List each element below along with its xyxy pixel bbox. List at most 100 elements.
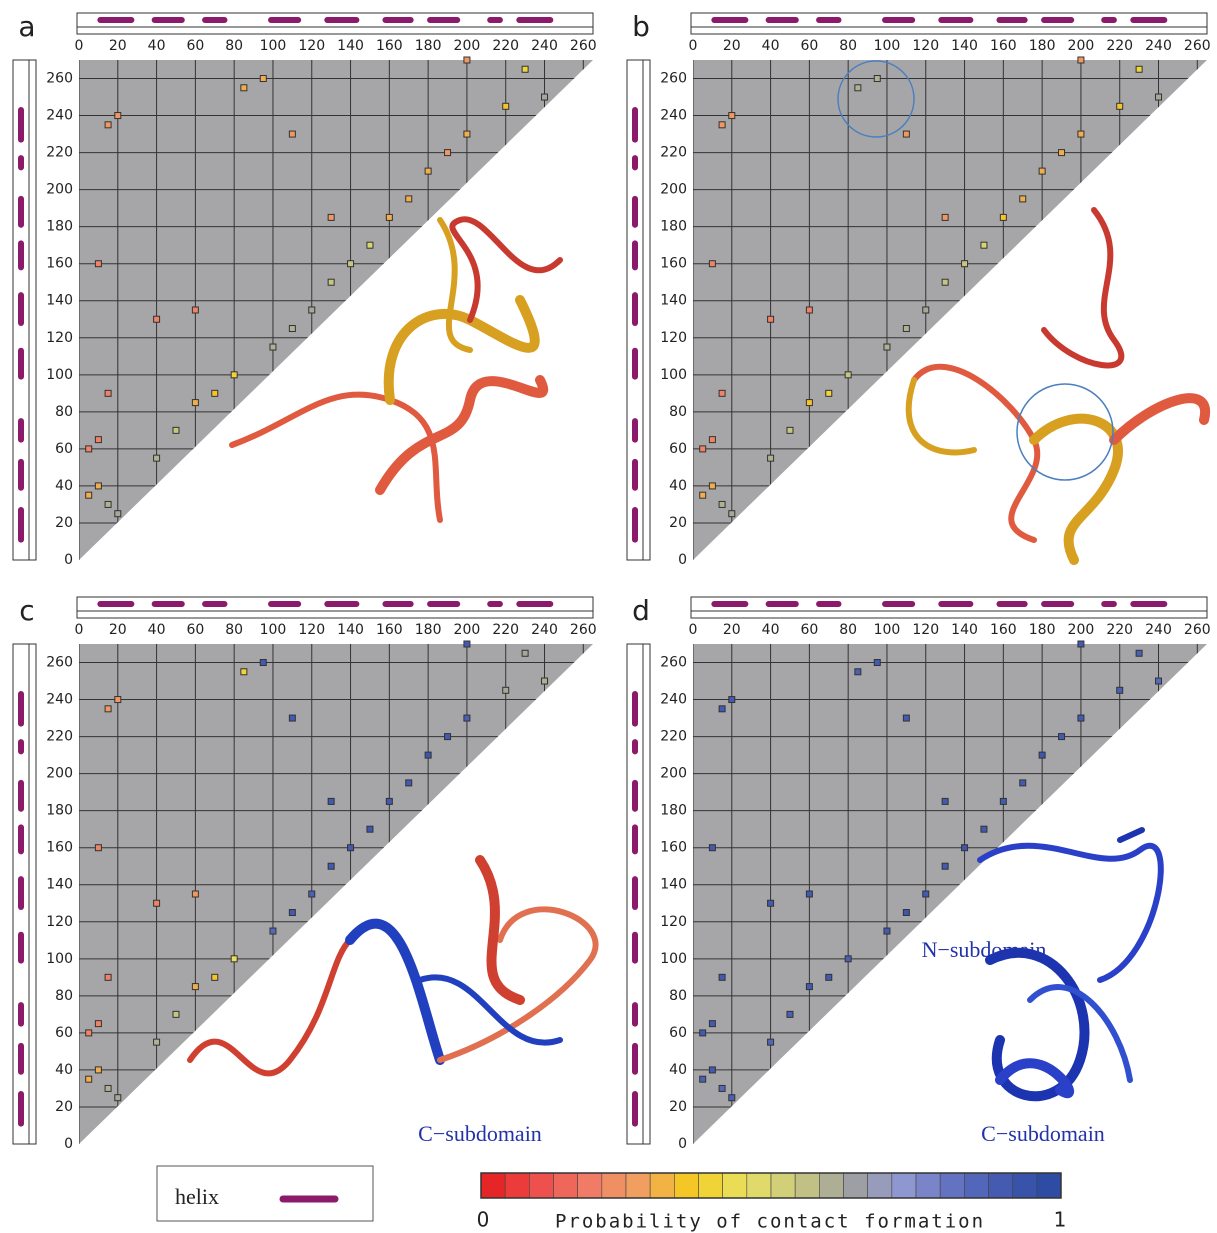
contact-point <box>85 1029 93 1037</box>
contact-point <box>463 640 471 648</box>
contact-point <box>327 797 335 805</box>
contact-point <box>961 260 969 268</box>
contact-point <box>85 445 93 453</box>
y-tick-label: 0 <box>64 552 73 568</box>
contact-point <box>1116 102 1124 110</box>
colorbar-cell <box>698 1172 723 1199</box>
contact-point <box>444 149 452 157</box>
contact-point <box>699 1075 707 1083</box>
x-tick-label: 160 <box>376 38 403 54</box>
legend-box <box>156 1165 374 1222</box>
contact-point <box>444 733 452 741</box>
contact-point <box>104 121 112 129</box>
contact-point <box>902 130 910 138</box>
y-tick-label: 120 <box>46 914 73 930</box>
y-tick-label: 0 <box>64 1136 73 1152</box>
structure-cartoon <box>437 217 473 353</box>
y-tick-label: 40 <box>669 1062 687 1078</box>
colorbar-cell <box>746 1172 772 1199</box>
colorbar-cell <box>553 1172 578 1199</box>
contact-point <box>191 890 199 898</box>
contact-point <box>347 260 355 268</box>
contact-point <box>366 825 374 833</box>
x-tick-label: 40 <box>148 38 166 54</box>
contact-point <box>805 306 813 314</box>
contact-point <box>805 983 813 991</box>
x-tick-label: 20 <box>109 38 127 54</box>
y-tick-label: 200 <box>46 182 73 198</box>
contact-point <box>1077 714 1085 722</box>
helix-bar-top <box>76 596 594 619</box>
x-tick-label: 200 <box>1068 622 1095 638</box>
helix-bar-left <box>12 59 37 561</box>
contact-point <box>191 306 199 314</box>
structure-cartoon <box>375 375 549 495</box>
contact-point <box>385 797 393 805</box>
x-tick-label: 240 <box>531 622 558 638</box>
contact-point <box>269 927 277 935</box>
x-tick-label: 260 <box>570 38 597 54</box>
contact-point <box>1019 779 1027 787</box>
contact-point <box>883 927 891 935</box>
contact-region <box>79 60 593 560</box>
x-tick-label: 180 <box>415 622 442 638</box>
annotation: N−subdomain <box>922 937 1047 962</box>
contact-point <box>104 389 112 397</box>
y-tick-label: 20 <box>55 515 73 531</box>
contact-point <box>708 1020 716 1028</box>
x-tick-label: 0 <box>689 38 698 54</box>
contact-point <box>104 705 112 713</box>
y-tick-label: 120 <box>46 330 73 346</box>
contact-point <box>94 260 102 268</box>
contact-point <box>941 213 949 221</box>
colorbar-cell <box>1036 1172 1062 1199</box>
y-tick-label: 80 <box>55 988 73 1004</box>
contact-point <box>961 844 969 852</box>
x-tick-label: 20 <box>109 622 127 638</box>
contact-point <box>718 1084 726 1092</box>
y-tick-label: 40 <box>669 478 687 494</box>
contact-point <box>1058 733 1066 741</box>
colorbar-cell <box>843 1172 868 1199</box>
y-tick-label: 160 <box>660 256 687 272</box>
colorbar-cell <box>674 1172 699 1199</box>
x-tick-label: 40 <box>148 622 166 638</box>
contact-point <box>94 436 102 444</box>
contact-point <box>114 1094 122 1102</box>
y-tick-label: 220 <box>46 729 73 745</box>
structure-cartoon <box>1029 413 1123 565</box>
contact-point <box>269 343 277 351</box>
contact-point <box>1155 93 1163 101</box>
x-tick-label: 60 <box>800 622 818 638</box>
y-tick-label: 260 <box>46 71 73 87</box>
x-tick-label: 140 <box>951 38 978 54</box>
y-tick-label: 100 <box>660 951 687 967</box>
colorbar-cell <box>915 1172 941 1199</box>
contact-point <box>288 130 296 138</box>
contact-region <box>693 644 1207 1144</box>
x-tick-label: 20 <box>723 622 741 638</box>
contact-point <box>708 482 716 490</box>
contact-point <box>385 213 393 221</box>
colorbar-cell <box>649 1172 675 1199</box>
x-tick-label: 180 <box>415 38 442 54</box>
x-tick-label: 120 <box>298 38 325 54</box>
y-tick-label: 140 <box>660 293 687 309</box>
annotation: C−subdomain <box>981 1121 1105 1146</box>
annotation: C−subdomain <box>418 1121 542 1146</box>
x-tick-label: 220 <box>492 38 519 54</box>
contact-point <box>1058 149 1066 157</box>
contact-point <box>999 797 1007 805</box>
structure-cartoon <box>1041 207 1125 369</box>
contact-point <box>191 399 199 407</box>
structure-cartoon <box>1027 984 1133 1083</box>
contact-point <box>883 343 891 351</box>
contact-point <box>1155 677 1163 685</box>
contact-point <box>405 195 413 203</box>
contact-point <box>902 325 910 333</box>
contact-region <box>79 644 593 1144</box>
colorbar-cell <box>891 1172 917 1199</box>
structure-cartoon <box>911 363 1041 543</box>
contact-point <box>1135 649 1143 657</box>
colorbar-title: Probability of contact formation <box>555 1211 985 1233</box>
